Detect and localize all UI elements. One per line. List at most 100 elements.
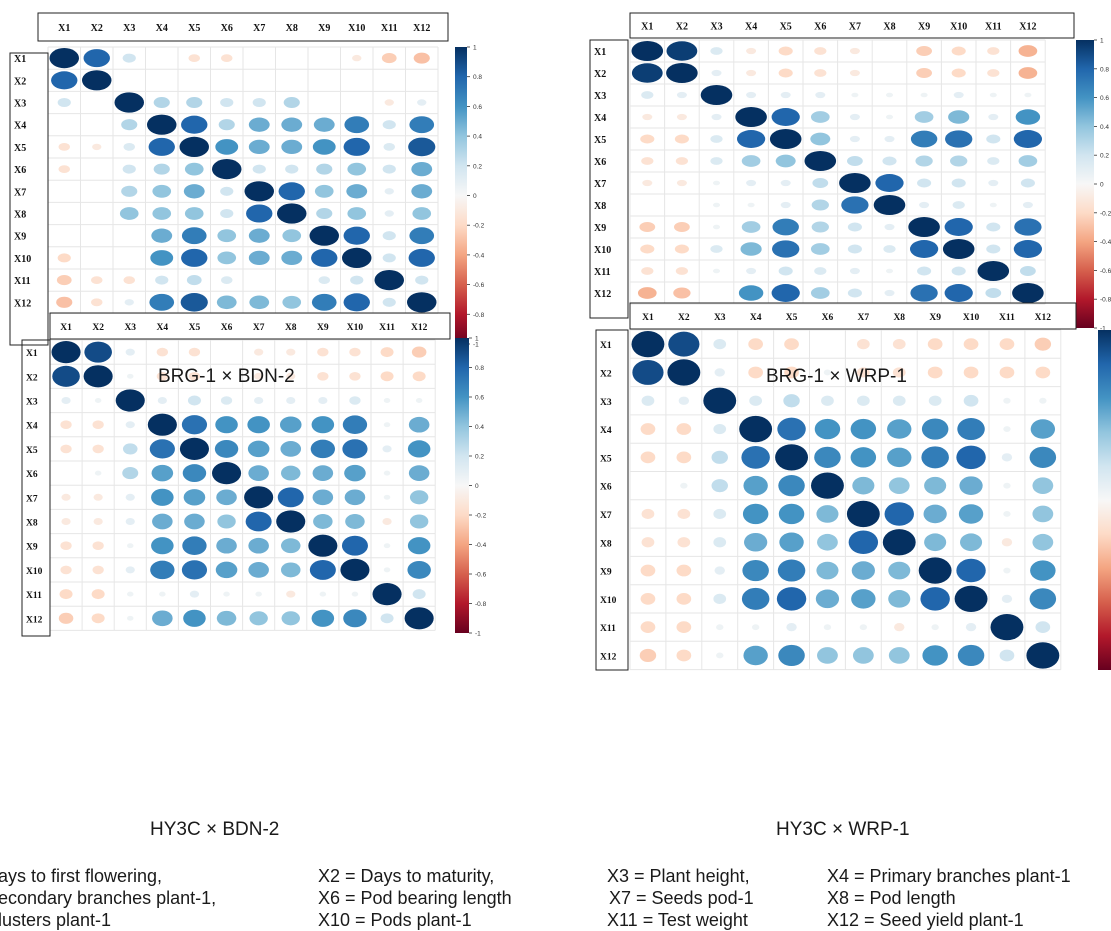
corr-circle-x8-x5 <box>184 513 205 530</box>
corr-circle-x1-x10 <box>352 54 362 62</box>
corr-circle-x1-x6 <box>814 47 827 55</box>
row-label-x12: X12 <box>14 298 31 309</box>
corr-circle-x6-x12 <box>408 465 430 481</box>
corr-circle-x11-x4 <box>155 275 169 285</box>
corr-circle-x6-x11 <box>382 164 396 174</box>
column-label-x6: X6 <box>822 313 834 323</box>
corr-circle-x4-x9 <box>921 418 949 440</box>
corr-circle-x3-x12 <box>417 99 427 106</box>
corr-circle-x8-x12 <box>412 207 432 220</box>
corr-circle-x10-x3 <box>125 566 135 574</box>
corr-circle-x7-x4 <box>742 503 769 525</box>
corr-circle-x7-x7 <box>244 486 274 509</box>
corr-circle-x6-x10 <box>347 162 367 176</box>
corr-circle-x11-x9 <box>931 624 939 631</box>
colorbar-tick-label: -1 <box>475 631 481 638</box>
corr-circle-x10-x4 <box>740 242 762 256</box>
corr-circle-x2-x1 <box>632 359 664 385</box>
corr-circle-x10-x2 <box>676 592 692 605</box>
corr-circle-x3-x11 <box>989 92 997 98</box>
corr-circle-x10-x7 <box>248 562 269 578</box>
corr-circle-x10-x9 <box>920 587 950 611</box>
column-label-x8: X8 <box>286 23 298 34</box>
corr-circle-x3-x6 <box>821 395 834 406</box>
corr-circle-x10-x9 <box>311 248 338 267</box>
column-label-x1: X1 <box>641 22 653 33</box>
corr-circle-x7-x12 <box>409 490 429 505</box>
colorbar-tick-label: 0.2 <box>473 163 482 170</box>
corr-circle-x1-x10 <box>951 46 966 56</box>
corr-circle-x11-x12 <box>1035 621 1051 634</box>
corr-circle-x8-x7 <box>245 511 272 532</box>
corr-circle-x11-x11 <box>990 614 1024 641</box>
corr-circle-x10-x9 <box>309 559 336 580</box>
corr-circle-x7-x4 <box>152 184 172 198</box>
row-label-x2: X2 <box>600 369 612 379</box>
corr-circle-x3-x12 <box>1024 92 1032 98</box>
corr-circle-x7-x8 <box>278 182 305 201</box>
corr-circle-x12-x7 <box>847 288 862 298</box>
corr-circle-x2-x4 <box>746 69 757 77</box>
corr-circle-x6-x8 <box>888 477 910 494</box>
corr-circle-x9-x10 <box>341 535 368 556</box>
corr-circle-x12-x9 <box>922 645 948 666</box>
corr-circle-x10-x12 <box>1013 240 1043 258</box>
corr-circle-x8-x9 <box>924 533 947 552</box>
corr-circle-x10-x4 <box>150 560 175 580</box>
corr-circle-x7-x9 <box>923 504 947 524</box>
corr-circle-x8-x3 <box>119 207 139 220</box>
corr-circle-x6-x12 <box>1032 477 1054 494</box>
column-label-x10: X10 <box>347 323 364 333</box>
row-label-x9: X9 <box>14 232 26 243</box>
corr-circle-x4-x10 <box>344 116 370 134</box>
corr-circle-x12-x5 <box>183 609 206 627</box>
corr-circle-x5-x8 <box>884 135 895 143</box>
legend-x1: ays to first flowering, <box>0 866 163 886</box>
corr-circle-x12-x8 <box>282 295 302 309</box>
corr-circle-x3-x4 <box>153 96 170 109</box>
corr-circle-x12-x10 <box>944 284 973 302</box>
corr-circle-x8-x6 <box>817 533 838 551</box>
corr-circle-x12-x1 <box>639 648 657 663</box>
colorbar-tick-label: 1 <box>475 336 479 343</box>
corr-circle-x5-x9 <box>910 130 938 148</box>
corr-circle-x11-x5 <box>778 266 793 276</box>
corr-circle-x7-x6 <box>220 186 234 196</box>
corr-circle-x4-x6 <box>215 416 238 434</box>
corr-circle-x9-x6 <box>816 561 839 580</box>
corr-circle-x2-x7 <box>856 367 870 378</box>
corr-circle-x3-x7 <box>851 92 859 98</box>
corr-circle-x11-x6 <box>221 276 233 285</box>
corr-circle-x5-x10 <box>343 137 370 156</box>
colorbar-tick-label: -0.4 <box>475 542 487 549</box>
corr-circle-x7-x3 <box>712 180 721 186</box>
corr-circle-x11-x4 <box>746 267 757 275</box>
row-label-x8: X8 <box>26 519 38 529</box>
corr-circle-x12-x8 <box>884 289 895 297</box>
corr-circle-x7-x5 <box>780 179 791 187</box>
corr-circle-x4-x12 <box>1030 419 1056 439</box>
corr-circle-x2-x5 <box>784 366 799 379</box>
corr-circle-x8-x9 <box>316 207 333 220</box>
corr-circle-x2-x2 <box>82 70 112 91</box>
panel-caption-brg1-wrp1: BRG-1 × WRP-1 <box>766 366 907 387</box>
corr-circle-x10-x8 <box>281 250 303 266</box>
corr-circle-x9-x9 <box>918 557 952 584</box>
corr-circle-x3-x1 <box>641 395 655 406</box>
row-label-box <box>589 39 629 319</box>
row-label-box <box>9 52 49 346</box>
corr-circle-x4-x4 <box>147 413 177 436</box>
corr-circle-x12-x7 <box>249 295 270 310</box>
row-label-x11: X11 <box>26 591 42 601</box>
corr-circle-x5-x12 <box>1029 446 1057 468</box>
corr-circle-x3-x1 <box>641 91 654 99</box>
corr-circle-x7-x12 <box>1032 505 1054 523</box>
corr-circle-x9-x9 <box>309 225 339 246</box>
corr-circle-x7-x1 <box>61 493 71 501</box>
corr-circle-x3-x2 <box>94 398 102 403</box>
corr-circle-x4-x9 <box>311 416 335 434</box>
corr-circle-x6-x6 <box>811 472 844 499</box>
corr-circle-x1-x3 <box>125 348 135 356</box>
column-label-x11: X11 <box>379 323 395 333</box>
row-label-x12: X12 <box>26 615 43 625</box>
